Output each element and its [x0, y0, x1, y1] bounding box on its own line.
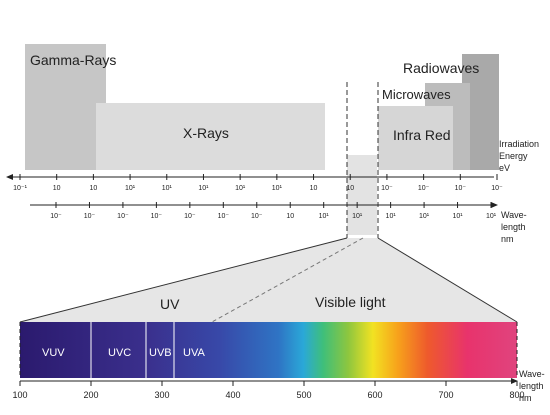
wavelength-tick-label: 10⁻: [151, 213, 163, 220]
gamma-label: Gamma-Rays: [30, 52, 116, 68]
wavelength-axis-label-3: nm: [501, 234, 514, 244]
wavelength-tick-label: 10: [286, 213, 294, 220]
nm-tick-label: 700: [438, 390, 453, 400]
energy-tick-label: 10¹: [198, 185, 209, 192]
wavelength-tick-label: 10⁻: [117, 213, 129, 220]
nm-axis-arrow: [511, 378, 518, 384]
wavelength-ticks: 10⁻ 10⁻ 10⁻ 10⁻ 10⁻ 10⁻ 10⁻ 10 10¹ 10¹ 10¹ 10¹ 10¹ 10…: [50, 202, 497, 220]
energy-tick-label: 10: [346, 185, 354, 192]
zoom-right-edge: [377, 237, 518, 323]
energy-axis-arrow: [6, 174, 13, 180]
visible-window: [347, 155, 377, 235]
wavelength-tick-label: 10¹: [452, 213, 463, 220]
nm-tick-label: 400: [225, 390, 240, 400]
wavelength-tick-label: 10¹: [319, 213, 330, 220]
nm-tick-label: 800: [509, 390, 524, 400]
zoom-projection: [20, 238, 517, 322]
nm-axis-label-3: nm: [519, 393, 532, 403]
infrared-label: Infra Red: [393, 127, 451, 143]
wavelength-tick-label: 10¹: [352, 213, 363, 220]
infrared-band: [378, 106, 453, 170]
energy-axis-label-1: Irradiation: [499, 139, 539, 149]
nm-tick-label: 600: [367, 390, 382, 400]
uv-label: UV: [160, 296, 180, 312]
wavelength-axis-arrow: [491, 202, 498, 208]
wavelength-tick-label: 10⁻: [50, 213, 62, 220]
xray-label: X-Rays: [183, 125, 229, 141]
wavelength-tick-label: 10⁻: [184, 213, 196, 220]
wavelength-tick-label: 10¹: [486, 213, 497, 220]
segment-uvc: UVC: [108, 347, 131, 359]
energy-tick-label: 10: [89, 185, 97, 192]
wavelength-axis-label-2: length: [501, 222, 526, 232]
wavelength-tick-label: 10⁻: [218, 213, 230, 220]
nm-axis-label-2: length: [519, 381, 544, 391]
wavelength-tick-label: 10⁻: [84, 213, 96, 220]
gamma-band: [25, 44, 106, 170]
energy-tick-label: 10⁻: [418, 185, 430, 192]
wavelength-axis-label-1: Wave-: [501, 210, 527, 220]
visible-light-label: Visible light: [315, 294, 386, 310]
nm-tick-label: 100: [12, 390, 27, 400]
nm-tick-label: 300: [154, 390, 169, 400]
energy-tick-label: 10¹: [162, 185, 173, 192]
energy-tick-label: 10¹: [235, 185, 246, 192]
wavelength-tick-label: 10⁻: [251, 213, 263, 220]
micro-label: Microwaves: [382, 87, 451, 102]
energy-tick-label: 10⁻: [491, 185, 503, 192]
nm-ticks: 100 200 300 400 500 600 700 800: [12, 381, 525, 400]
segment-uva: UVA: [183, 347, 205, 359]
radio-label: Radiowaves: [403, 60, 479, 76]
nm-axis-label-1: Wave-: [519, 369, 545, 379]
energy-tick-label: 10⁻: [381, 185, 393, 192]
energy-tick-label: 10¹: [125, 185, 136, 192]
wavelength-tick-label: 10¹: [386, 213, 397, 220]
energy-axis-label-2: Energy: [499, 151, 528, 161]
zoom-left-edge: [19, 237, 348, 323]
energy-tick-label: 10: [53, 185, 61, 192]
energy-axis-label-3: eV: [499, 163, 510, 173]
segment-vuv: VUV: [42, 347, 65, 359]
nm-tick-label: 500: [296, 390, 311, 400]
energy-tick-label: 10⁻¹: [13, 185, 27, 192]
uv-visible-split: [211, 237, 364, 323]
energy-ticks: 10⁻¹ 10 10 10¹ 10¹ 10¹ 10¹ 10¹ 10 10 10⁻ 10⁻ 10⁻ 10⁻: [13, 174, 503, 192]
energy-tick-label: 10⁻: [455, 185, 467, 192]
nm-tick-label: 200: [83, 390, 98, 400]
energy-tick-label: 10¹: [272, 185, 283, 192]
xray-band: [96, 103, 325, 170]
spectrum-bar: [20, 322, 517, 378]
energy-tick-label: 10: [310, 185, 318, 192]
segment-uvb: UVB: [149, 347, 172, 359]
wavelength-tick-label: 10¹: [419, 213, 430, 220]
